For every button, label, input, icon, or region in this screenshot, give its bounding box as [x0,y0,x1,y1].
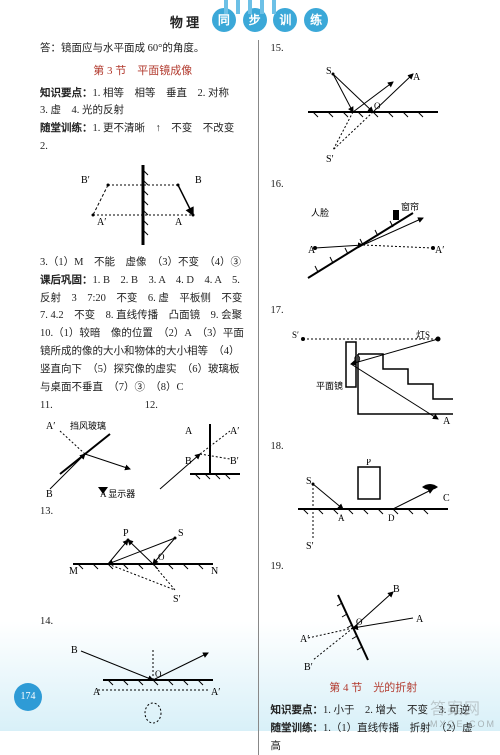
subject-label: 物 理 [170,12,199,31]
fig11-glass-label: 挡风玻璃 [70,420,106,431]
block-18: 18. P S A D S′ [271,438,477,555]
chip-4: 练 [304,8,328,32]
consol-label: 课后巩固： [40,275,93,286]
figure-19: B A A′ B′ O [271,580,477,675]
svg-text:S′: S′ [292,330,299,340]
svg-text:C: C [443,493,450,504]
fig16-window-label: 窗帘 [401,201,419,212]
figure-18: P S A D S′ C [271,459,477,554]
block-16: 16. 人脸 窗帘 A A′ [271,176,477,298]
svg-text:S′: S′ [173,594,181,605]
svg-text:A′: A′ [46,421,55,432]
train-label: 随堂训练： [40,123,93,134]
svg-text:A: A [413,72,421,83]
knowledge-points: 知识要点：1. 相等 相等 垂直 2. 对称 3. 虚 4. 光的反射 [40,85,246,121]
svg-text:O: O [374,101,381,111]
num-19: 19. [271,561,284,572]
svg-text:N: N [211,566,218,577]
svg-text:S: S [306,476,312,487]
right-column: 15. S A S′ O [271,40,477,755]
column-separator [258,40,259,755]
svg-text:A′: A′ [97,217,106,228]
answer-line: 答：镜面应与水平面成 60°的角度。 [40,40,246,58]
consol-text: 1. B 2. B 3. A 4. D 4. A 5. 反射 3 7:20 不变… [40,275,253,393]
block-12: 12. A′ B′ A B [145,397,246,503]
svg-text:O: O [158,552,165,562]
consolidation: 课后巩固：1. B 2. B 3. A 4. D 4. A 5. 反射 3 7:… [40,272,246,397]
points4-label: 知识要点： [271,705,324,716]
figure-15: S A S′ O [271,62,477,172]
num-12: 12. [145,400,158,411]
num-13: 13. [40,506,53,517]
svg-text:B: B [195,175,202,186]
svg-text:A: A [175,217,183,228]
svg-text:B: B [71,645,78,656]
fig16-person-label: 人脸 [311,207,329,218]
svg-text:A: A [93,687,101,698]
points-label: 知识要点： [40,88,93,99]
svg-text:O: O [155,669,162,679]
train-1: 1. 更不清晰 ↑ 不变 不改变 [93,123,235,134]
svg-text:A′: A′ [211,687,220,698]
item-3: 3.（1）M 不能 虚像 （3）不变 （4）③ [40,254,246,272]
watermark: 答案网 MXQE.COM [430,695,496,729]
svg-text:B′: B′ [230,456,239,467]
block-14: 14. B O A′ A [40,613,246,725]
page-number: 174 [14,683,42,711]
header-deco [224,0,276,14]
svg-text:A′: A′ [230,426,239,437]
watermark-sub: MXQE.COM [430,719,496,729]
num-17: 17. [271,305,284,316]
train4-label: 随堂训练： [271,723,324,734]
svg-text:A: A [338,513,345,523]
svg-text:P: P [366,459,371,467]
block-19: 19. B A A′ B′ O [271,558,477,675]
num-18: 18. [271,441,284,452]
figure-13: M N S P S′ O [40,524,246,609]
block-13: 13. M N S P S′ O [40,503,246,610]
svg-text:B: B [393,584,400,595]
svg-text:S′: S′ [306,541,314,552]
figure-14: B O A′ A [40,635,246,725]
left-column: 答：镜面应与水平面成 60°的角度。 第 3 节 平面镜成像 知识要点：1. 相… [40,40,246,755]
svg-text:S: S [326,66,332,77]
block-11: 11. 挡风玻璃 A′ B A 显示器 [40,397,141,503]
svg-text:B′: B′ [81,175,90,186]
svg-text:A′: A′ [300,634,309,645]
num-11: 11. [40,400,53,411]
figure-12: A′ B′ A B [145,419,246,499]
svg-text:O: O [354,354,361,364]
svg-text:M: M [69,566,78,577]
block-15: 15. S A S′ O [271,40,477,172]
figure-16: 人脸 窗帘 A A′ [271,198,477,298]
chip-3: 训 [273,8,297,32]
figure-11: 挡风玻璃 A′ B A 显示器 [40,419,141,499]
svg-text:S: S [178,528,184,539]
block-17: 17. 平面镜 灯S S′ A O [271,302,477,434]
num-16: 16. [271,179,284,190]
svg-text:P: P [123,528,129,539]
svg-text:A: A [185,426,193,437]
figure-2: B A B′ A′ [40,160,246,250]
row-11-12: 11. 挡风玻璃 A′ B A 显示器 [40,397,246,503]
svg-text:A: A [443,416,451,427]
figure-17: 平面镜 灯S S′ A O [271,324,477,434]
num-14: 14. [40,616,53,627]
watermark-main: 答案网 [430,701,481,718]
svg-text:D: D [388,513,395,523]
in-class-training: 随堂训练：1. 更不清晰 ↑ 不变 不改变 [40,120,246,138]
svg-text:B′: B′ [304,662,313,673]
svg-text:O: O [356,617,363,627]
svg-text:A: A [416,614,424,625]
svg-text:S′: S′ [326,154,334,165]
item-2-num: 2. [40,138,246,156]
section3-title: 第 3 节 平面镜成像 [40,62,246,81]
fig17-mirror-label: 平面镜 [316,380,343,391]
content-columns: 答：镜面应与水平面成 60°的角度。 第 3 节 平面镜成像 知识要点：1. 相… [0,36,500,755]
svg-text:B: B [46,489,53,499]
svg-text:A′: A′ [435,245,444,256]
num-15: 15. [271,43,284,54]
